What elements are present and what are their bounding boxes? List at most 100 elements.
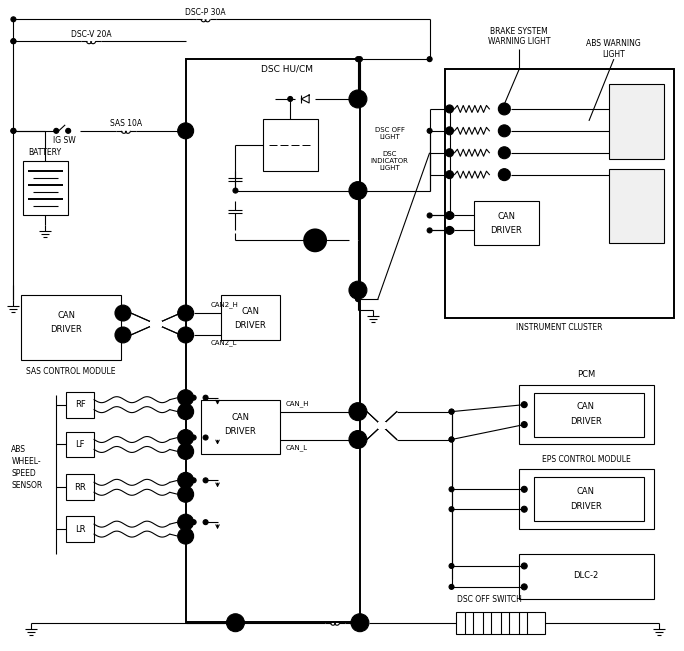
Circle shape	[447, 150, 452, 155]
Bar	[534, 393, 644, 437]
Circle shape	[449, 213, 454, 218]
Circle shape	[54, 128, 59, 133]
Circle shape	[521, 402, 527, 408]
Circle shape	[447, 172, 452, 177]
Text: RF: RF	[75, 400, 86, 409]
Circle shape	[449, 409, 454, 414]
Text: CAN: CAN	[57, 311, 75, 320]
Text: DSC OFF
LIGHT: DSC OFF LIGHT	[375, 128, 405, 141]
Text: DRIVER: DRIVER	[235, 320, 266, 329]
Circle shape	[445, 127, 453, 135]
Circle shape	[499, 146, 510, 159]
Bar	[609, 169, 663, 243]
Circle shape	[521, 584, 527, 590]
Bar	[150, 321, 162, 327]
Circle shape	[447, 128, 452, 133]
Circle shape	[191, 519, 196, 525]
Circle shape	[11, 17, 16, 21]
Text: CAN: CAN	[577, 402, 595, 411]
Bar	[475, 201, 539, 245]
Circle shape	[66, 128, 70, 133]
Circle shape	[449, 487, 454, 492]
Circle shape	[226, 614, 244, 631]
Bar	[378, 422, 386, 429]
Bar	[200, 400, 280, 454]
Circle shape	[191, 395, 196, 400]
Text: 2I: 2I	[120, 310, 126, 316]
Bar	[378, 422, 386, 429]
Text: DRIVER: DRIVER	[570, 502, 602, 511]
Circle shape	[191, 478, 196, 483]
Text: AO: AO	[181, 311, 190, 316]
Text: DSC
INDICATOR
LIGHT: DSC INDICATOR LIGHT	[371, 150, 409, 171]
Text: SENSOR: SENSOR	[12, 481, 42, 490]
Circle shape	[203, 478, 208, 483]
Circle shape	[11, 38, 16, 44]
Text: SPEED: SPEED	[12, 469, 36, 478]
Circle shape	[499, 125, 510, 137]
Text: M: M	[354, 407, 361, 416]
Text: CAN_L: CAN_L	[285, 444, 307, 451]
Circle shape	[178, 390, 194, 406]
Text: CAN_H: CAN_H	[285, 400, 308, 407]
Circle shape	[521, 563, 527, 569]
Text: DSC-V 20A: DSC-V 20A	[70, 30, 111, 39]
Text: O: O	[183, 478, 188, 483]
Text: AL: AL	[182, 333, 189, 337]
Text: B: B	[356, 286, 360, 295]
Text: DRIVER: DRIVER	[570, 417, 602, 426]
Circle shape	[427, 128, 432, 133]
Text: DSC HU/CM: DSC HU/CM	[261, 64, 313, 74]
Circle shape	[178, 473, 194, 488]
Circle shape	[178, 443, 194, 460]
Bar	[23, 161, 68, 215]
Bar	[519, 385, 654, 445]
Circle shape	[521, 486, 527, 492]
Text: ABS: ABS	[12, 445, 27, 454]
Circle shape	[449, 585, 454, 589]
Bar	[21, 295, 121, 360]
Text: A: A	[233, 618, 238, 627]
Circle shape	[203, 435, 208, 440]
Text: R: R	[184, 492, 187, 497]
Circle shape	[11, 38, 16, 44]
Text: Y: Y	[183, 126, 188, 135]
Circle shape	[447, 107, 452, 111]
Circle shape	[449, 506, 454, 512]
Bar	[66, 475, 94, 500]
Circle shape	[178, 404, 194, 420]
Bar	[263, 119, 318, 171]
Bar	[220, 295, 280, 340]
Circle shape	[445, 149, 453, 157]
Circle shape	[349, 182, 367, 200]
Bar	[534, 477, 644, 521]
Circle shape	[288, 96, 293, 102]
Circle shape	[178, 514, 194, 530]
Circle shape	[178, 327, 194, 343]
Text: DRIVER: DRIVER	[51, 326, 82, 335]
Circle shape	[447, 172, 452, 177]
Bar	[519, 554, 654, 599]
Circle shape	[233, 188, 238, 193]
Circle shape	[11, 128, 16, 133]
Text: INSTRUMENT CLUSTER: INSTRUMENT CLUSTER	[516, 324, 603, 333]
Bar	[150, 321, 162, 327]
Circle shape	[178, 123, 194, 139]
Text: CAN: CAN	[241, 307, 259, 316]
Text: LR: LR	[75, 525, 86, 534]
Circle shape	[447, 107, 452, 111]
Text: BATTERY: BATTERY	[29, 148, 62, 158]
Text: F: F	[184, 449, 187, 454]
Circle shape	[449, 228, 454, 233]
Circle shape	[427, 228, 432, 233]
Text: DSC-P 30A: DSC-P 30A	[185, 8, 226, 17]
Text: AA: AA	[356, 620, 365, 625]
Text: CAN2_L: CAN2_L	[211, 340, 237, 346]
Circle shape	[521, 506, 527, 512]
Circle shape	[445, 212, 453, 219]
Circle shape	[191, 435, 196, 440]
Text: AU: AU	[353, 96, 363, 102]
Text: PCM: PCM	[577, 370, 595, 380]
Text: SAS CONTROL MODULE: SAS CONTROL MODULE	[27, 367, 116, 376]
Circle shape	[356, 188, 360, 193]
